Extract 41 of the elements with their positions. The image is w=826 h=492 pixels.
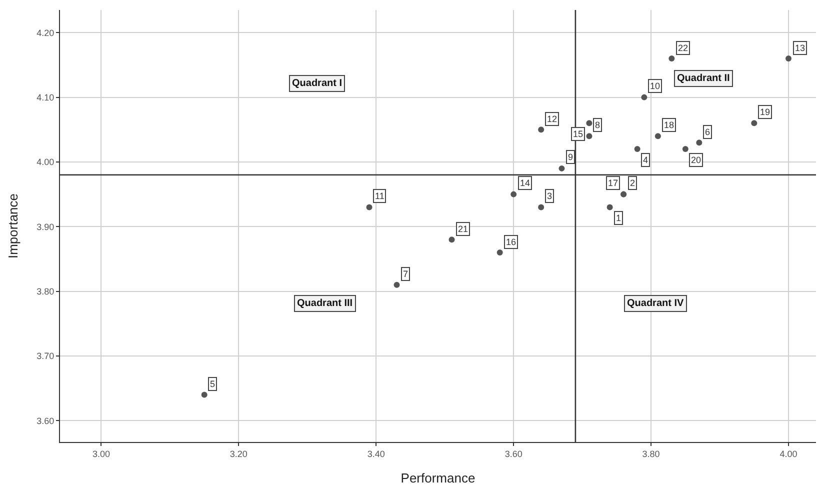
x-tick-label: 3.80 xyxy=(642,448,660,459)
annotation: Quadrant I xyxy=(292,78,342,89)
annotation: 15 xyxy=(573,129,584,139)
annotation: 2 xyxy=(630,178,636,188)
annotation: 21 xyxy=(458,224,468,234)
y-tick-label: 3.80 xyxy=(36,286,54,296)
annotation: Quadrant II xyxy=(677,73,730,84)
annotation: 3 xyxy=(547,191,552,201)
x-tick-label: 3.60 xyxy=(504,448,522,459)
annotation: 4 xyxy=(643,155,648,165)
annotation: 12 xyxy=(547,114,558,124)
annotation: 14 xyxy=(520,178,530,188)
annotation: 19 xyxy=(760,107,770,117)
annotation: 18 xyxy=(664,120,674,130)
x-axis-title: Performance xyxy=(400,470,476,486)
annotation: 9 xyxy=(568,152,574,162)
y-tick-label: 3.70 xyxy=(36,351,54,362)
y-axis-title: Importance xyxy=(6,193,21,259)
annotation: 13 xyxy=(795,43,806,53)
annotation: 7 xyxy=(403,269,408,279)
y-tick-label: 4.10 xyxy=(36,92,54,102)
x-tick-label: 3.00 xyxy=(92,448,110,459)
annotation: 16 xyxy=(506,237,516,247)
annotation: 10 xyxy=(650,81,660,91)
annotation: 17 xyxy=(608,178,618,188)
y-tick-label: 3.90 xyxy=(36,222,54,232)
annotation: 22 xyxy=(678,43,688,53)
annotation: 6 xyxy=(705,127,710,137)
annotation: 8 xyxy=(595,120,600,130)
annotation: Quadrant IV xyxy=(627,298,684,309)
annotation: 5 xyxy=(210,379,216,389)
annotation: Quadrant III xyxy=(297,298,353,309)
x-tick-label: 4.00 xyxy=(780,448,798,459)
y-tick-label: 3.60 xyxy=(36,416,54,426)
y-tick-label: 4.00 xyxy=(36,157,54,168)
annotation: 20 xyxy=(691,155,702,165)
x-tick-label: 3.20 xyxy=(230,448,248,459)
annotation: 11 xyxy=(375,191,384,201)
annotation: 1 xyxy=(616,213,622,223)
x-tick-label: 3.40 xyxy=(367,448,385,459)
y-tick-label: 4.20 xyxy=(36,28,54,38)
